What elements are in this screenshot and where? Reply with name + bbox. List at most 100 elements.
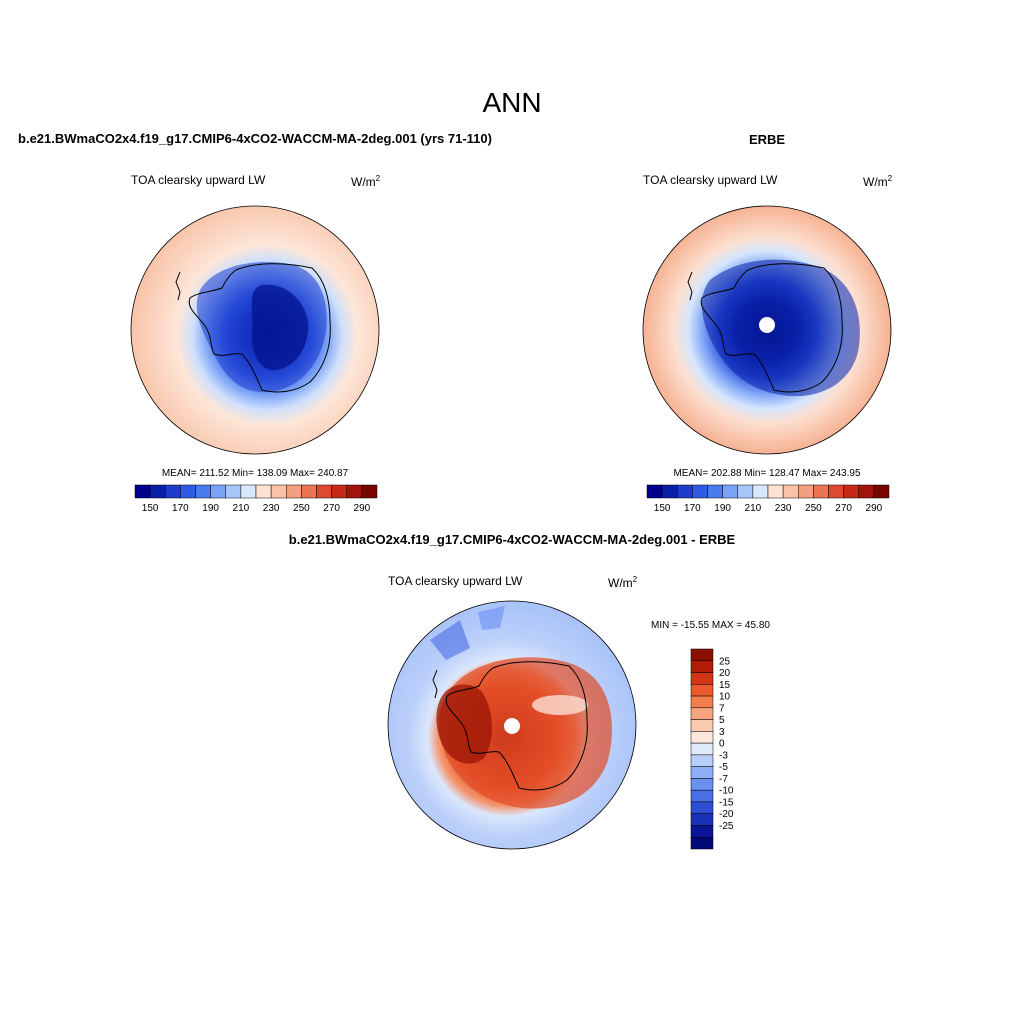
diff-colorbar-box <box>690 695 714 709</box>
model-case-title: b.e21.BWmaCO2x4.f19_g17.CMIP6-4xCO2-WACC… <box>18 131 492 146</box>
diff-colorbar-tick-label: -3 <box>719 750 728 761</box>
model-colorbar-box <box>301 484 317 499</box>
obs-variable-label: TOA clearsky upward LW <box>643 173 778 187</box>
model-colorbar-tick-label: 170 <box>172 503 189 514</box>
obs-map-border <box>642 205 892 455</box>
obs-colorbar-box <box>677 484 693 499</box>
model-colorbar-box <box>134 484 151 499</box>
model-colorbar-box <box>270 484 287 499</box>
obs-colorbar-box <box>858 484 875 499</box>
diff-colorbar-tick-label: -5 <box>719 762 728 773</box>
obs-stats: MEAN= 202.88 Min= 128.47 Max= 243.95 <box>673 468 861 479</box>
obs-colorbar-tick-label: 210 <box>745 503 762 514</box>
diff-minmax: MIN = -15.55 MAX = 45.80 <box>651 620 770 631</box>
model-polar-map <box>131 206 379 454</box>
model-colorbar-box <box>361 484 378 499</box>
obs-colorbar-box <box>692 484 708 499</box>
diff-colorbar-box <box>690 766 714 779</box>
obs-colorbar-box <box>767 484 784 499</box>
diff-colorbar-box <box>690 684 714 697</box>
obs-coastline <box>687 263 843 393</box>
obs-colorbar-box <box>722 484 738 499</box>
obs-colorbar-box <box>798 484 814 499</box>
diff-case-title: b.e21.BWmaCO2x4.f19_g17.CMIP6-4xCO2-WACC… <box>289 532 736 547</box>
obs-colorbar-box <box>752 484 769 499</box>
diff-colorbar-box <box>690 660 714 673</box>
model-colorbar-box <box>286 484 302 499</box>
diff-colorbar-box <box>690 778 714 791</box>
model-colorbar-box <box>210 484 226 499</box>
diff-colorbar-box <box>690 825 714 838</box>
diff-map-border <box>387 600 637 850</box>
diff-colorbar-tick-label: 20 <box>719 668 731 679</box>
diff-colorbar-tick-label: 10 <box>719 692 731 703</box>
diff-colorbar-box <box>690 801 714 814</box>
diff-colorbar-box <box>690 648 714 662</box>
diff-colorbar-box <box>690 836 714 850</box>
obs-units-label: W/m2 <box>863 174 893 189</box>
obs-colorbar-box <box>737 484 754 499</box>
model-variable-label: TOA clearsky upward LW <box>131 173 266 187</box>
model-colorbar-tick-label: 190 <box>202 503 219 514</box>
obs-colorbar-tick-label: 190 <box>714 503 731 514</box>
diff-colorbar-box <box>690 813 714 826</box>
obs-colorbar-tick-label: 150 <box>654 503 671 514</box>
obs-colorbar-box <box>646 484 663 499</box>
diff-colorbar-tick-label: -15 <box>719 797 734 808</box>
model-coastline <box>175 263 331 393</box>
model-colorbar-tick-label: 210 <box>233 503 250 514</box>
obs-colorbar-box <box>661 484 678 499</box>
model-colorbar-box <box>346 484 363 499</box>
diff-colorbar-tick-label: 5 <box>719 715 725 726</box>
model-colorbar: 150 170 190 210 230 250 270 290 <box>134 484 378 514</box>
diff-colorbar-tick-label: 0 <box>719 739 725 750</box>
diff-colorbar-tick-label: -10 <box>719 786 734 797</box>
obs-colorbar-tick-label: 290 <box>866 503 883 514</box>
model-colorbar-box <box>195 484 211 499</box>
diff-colorbar-box <box>690 672 714 685</box>
diff-colorbar-tick-label: -7 <box>719 774 728 785</box>
obs-colorbar-box <box>707 484 723 499</box>
diff-colorbar-tick-label: -20 <box>719 809 734 820</box>
diff-colorbar-box <box>690 719 714 732</box>
diff-units-label: W/m2 <box>608 575 638 590</box>
diff-panel: b.e21.BWmaCO2x4.f19_g17.CMIP6-4xCO2-WACC… <box>289 532 770 850</box>
model-stats: MEAN= 211.52 Min= 138.09 Max= 240.87 <box>162 468 349 479</box>
diff-colorbar-tick-label: -25 <box>719 821 734 832</box>
diff-colorbar-tick-label: 7 <box>719 703 725 714</box>
obs-colorbar-tick-label: 170 <box>684 503 701 514</box>
model-colorbar-box <box>255 484 272 499</box>
obs-colorbar-box <box>813 484 829 499</box>
model-colorbar-box <box>331 484 347 499</box>
obs-colorbar-tick-label: 250 <box>805 503 822 514</box>
model-colorbar-tick-label: 150 <box>142 503 159 514</box>
obs-colorbar-box <box>828 484 844 499</box>
diff-polar-hole <box>504 718 520 734</box>
model-colorbar-box <box>165 484 181 499</box>
obs-colorbar: 150 170 190 210 230 250 270 290 <box>646 484 890 514</box>
diff-colorbar-tick-label: 3 <box>719 727 725 738</box>
diff-colorbar-box <box>690 742 714 756</box>
model-colorbar-tick-label: 290 <box>354 503 371 514</box>
model-panel: b.e21.BWmaCO2x4.f19_g17.CMIP6-4xCO2-WACC… <box>18 131 492 514</box>
model-colorbar-box <box>316 484 332 499</box>
obs-panel: ERBE TOA clearsky upward LW W/m2 MEAN= 2… <box>642 132 893 514</box>
model-units-label: W/m2 <box>351 174 381 189</box>
diff-colorbar-box <box>690 707 714 720</box>
diff-colorbar-box <box>690 731 714 744</box>
diff-variable-label: TOA clearsky upward LW <box>388 574 523 588</box>
model-colorbar-tick-label: 230 <box>263 503 280 514</box>
obs-colorbar-box <box>873 484 890 499</box>
obs-colorbar-box <box>843 484 859 499</box>
diff-colorbar-tick-label: 15 <box>719 680 731 691</box>
model-colorbar-box <box>225 484 242 499</box>
obs-colorbar-tick-label: 270 <box>835 503 852 514</box>
model-colorbar-box <box>240 484 257 499</box>
obs-case-title: ERBE <box>749 132 785 147</box>
diff-colorbar-tick-label: 25 <box>719 656 731 667</box>
model-colorbar-tick-label: 270 <box>323 503 340 514</box>
model-colorbar-box <box>149 484 166 499</box>
figure-title: ANN <box>482 87 541 118</box>
